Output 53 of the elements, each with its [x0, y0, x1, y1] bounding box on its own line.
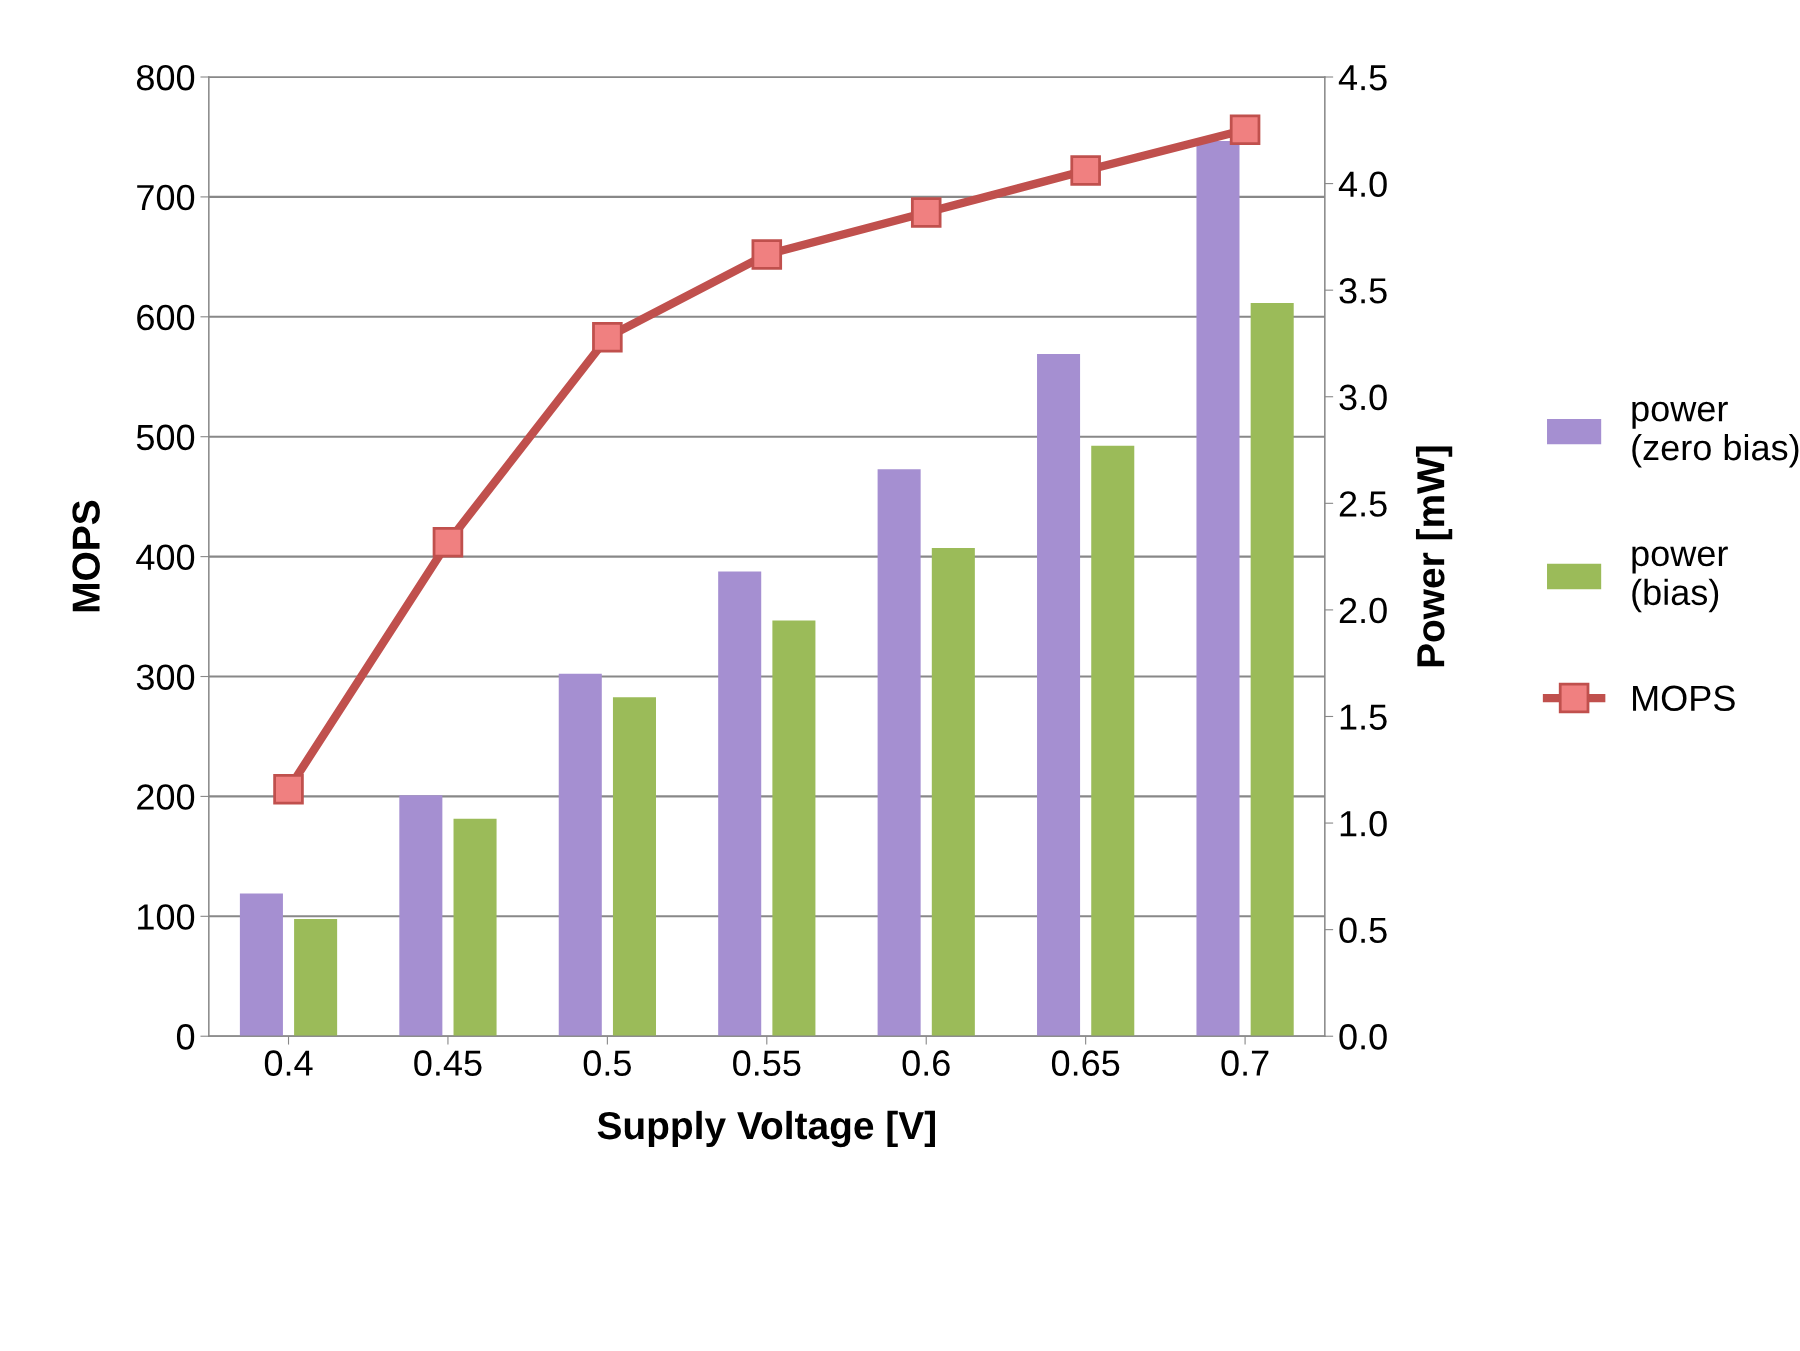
- point: [1229, 114, 1261, 146]
- y2-tick-label: 3.5: [1339, 278, 1387, 304]
- bar: [558, 673, 602, 1037]
- point: [592, 321, 623, 353]
- point: [910, 197, 942, 228]
- y-tick-label: 200: [137, 784, 195, 810]
- y-tick-label: 800: [136, 64, 195, 91]
- y2-tick-label: 0.0: [1339, 1024, 1387, 1050]
- point: [273, 773, 304, 805]
- x-axis-title: Supply Voltage [V]: [597, 1110, 935, 1148]
- legend-label: MOPS: [1633, 685, 1735, 712]
- bar: [931, 548, 975, 1037]
- x-tick-label: 0.55: [733, 1050, 801, 1076]
- point: [1070, 155, 1101, 186]
- y2-tick-label: 4.0: [1338, 171, 1387, 198]
- bar: [453, 818, 497, 1037]
- y-axis-title: MOPS: [72, 500, 100, 612]
- bar: [877, 469, 921, 1037]
- bar: [612, 697, 656, 1037]
- y2-tick-label: 0.5: [1339, 917, 1387, 944]
- x-tick-label: 0.5: [583, 1050, 631, 1076]
- bar: [1196, 140, 1240, 1037]
- y-tick-label: 0: [176, 1024, 195, 1050]
- y2-tick-label: 1.0: [1340, 810, 1387, 837]
- y2-tick-label: 2.5: [1339, 491, 1387, 517]
- bar: [294, 918, 338, 1037]
- y2-tick-label: 4.5: [1338, 65, 1387, 91]
- y-tick-label: 300: [136, 664, 195, 690]
- bar: [1091, 445, 1135, 1037]
- bar: [399, 795, 443, 1037]
- bar: [772, 620, 816, 1037]
- y-tick-label: 400: [136, 544, 195, 571]
- x-tick-label: 0.6: [902, 1050, 950, 1076]
- legend-label: power (bias): [1632, 546, 1728, 613]
- bar: [1037, 354, 1081, 1037]
- x-tick-label: 0.45: [414, 1050, 482, 1076]
- x-tick-label: 0.4: [264, 1050, 313, 1076]
- x-tick-label: 0.65: [1051, 1050, 1120, 1076]
- legend-label: power (zero bias): [1632, 401, 1799, 468]
- y2-tick-label: 2.0: [1339, 597, 1387, 624]
- bar: [239, 893, 283, 1037]
- y-tick-label: 500: [136, 424, 195, 451]
- bar: [1250, 302, 1294, 1037]
- y2-axis-title: Power [mW]: [1415, 446, 1453, 667]
- y-tick-label: 600: [137, 304, 195, 331]
- y2-tick-label: 1.5: [1340, 704, 1387, 730]
- bar: [718, 571, 762, 1037]
- y2-tick-label: 3.0: [1339, 384, 1387, 411]
- y-tick-label: 700: [137, 184, 195, 211]
- x-tick-label: 0.7: [1221, 1050, 1269, 1076]
- point: [432, 526, 464, 558]
- y-tick-label: 100: [138, 904, 195, 930]
- point: [751, 239, 783, 270]
